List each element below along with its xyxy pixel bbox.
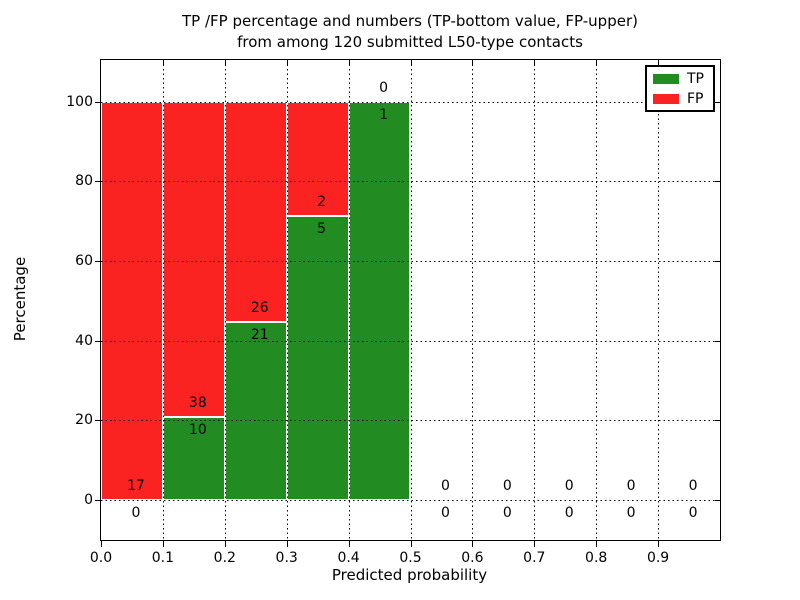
x-tick-label: 0.3 — [275, 550, 298, 566]
legend-swatch-fp-icon — [653, 93, 679, 104]
x-tick-mark-top — [348, 60, 350, 66]
y-tick-mark — [95, 500, 101, 502]
x-tick-mark — [472, 541, 474, 547]
x-gridline — [348, 60, 350, 540]
x-tick-mark — [348, 541, 350, 547]
annotation-tp-count: 0 — [502, 505, 512, 522]
y-tick-label: 0 — [84, 492, 93, 509]
x-tick-label: 0.8 — [585, 550, 608, 566]
chart-title-line2: from among 120 submitted L50-type contac… — [237, 33, 583, 51]
x-tick-mark-top — [658, 60, 660, 66]
bar-segment-fp — [162, 101, 225, 418]
annotation-fp-count: 0 — [626, 478, 636, 495]
annotation-tp-count: 21 — [250, 327, 269, 344]
annotation-fp-count: 0 — [564, 478, 574, 495]
annotation-tp-count: 1 — [379, 106, 389, 123]
x-gridline — [286, 60, 288, 540]
y-tick-mark-right — [715, 420, 721, 422]
legend-entry-tp: TP — [653, 70, 707, 87]
annotation-tp-count: 0 — [626, 505, 636, 522]
annotation-tp-count: 0 — [440, 505, 450, 522]
bar-segment-fp — [286, 101, 349, 216]
legend-entry-fp: FP — [653, 90, 707, 107]
x-tick-mark — [286, 541, 288, 547]
y-tick-mark-right — [715, 101, 721, 103]
bar-segment-tp — [224, 322, 287, 501]
x-tick-mark-top — [162, 60, 164, 66]
chart-title-line1: TP /FP percentage and numbers (TP-bottom… — [182, 12, 638, 30]
y-tick-mark — [95, 101, 101, 103]
y-tick-mark-right — [715, 181, 721, 183]
x-tick-mark-top — [534, 60, 536, 66]
annotation-fp-count: 0 — [502, 478, 512, 495]
y-tick-label: 80 — [75, 173, 93, 190]
x-tick-mark-top — [224, 60, 226, 66]
legend: TP FP — [645, 65, 715, 112]
x-tick-label: 0.4 — [337, 550, 360, 566]
bar-segment-fp — [224, 101, 287, 323]
annotation-fp-count: 2 — [317, 193, 327, 210]
x-gridline — [596, 60, 598, 540]
x-tick-label: 0.9 — [646, 550, 670, 566]
x-tick-mark-top — [410, 60, 412, 66]
x-axis-label: Predicted probability — [331, 566, 488, 584]
plot-area: 17 0 38 10 26 21 2 5 0 1 0 0 0 0 0 0 0 0 0 0 0 20 40 60 80 100 0.0… — [66, 59, 721, 566]
y-tick-mark-right — [715, 261, 721, 263]
x-tick-mark — [534, 541, 536, 547]
annotation-tp-count: 10 — [188, 422, 207, 439]
y-tick-mark — [95, 261, 101, 263]
x-tick-mark-top — [472, 60, 474, 66]
y-tick-mark-right — [715, 340, 721, 342]
annotation-tp-count: 5 — [317, 220, 327, 237]
x-tick-label: 0.6 — [461, 550, 484, 566]
x-tick-label: 0.7 — [523, 550, 546, 566]
x-tick-label: 0.0 — [89, 550, 113, 566]
bar-segment-fp — [101, 101, 163, 501]
legend-label-fp: FP — [687, 90, 704, 107]
y-tick-mark — [95, 181, 101, 183]
y-tick-mark — [95, 420, 101, 422]
x-gridline — [472, 60, 474, 540]
x-tick-label: 0.2 — [213, 550, 236, 566]
x-gridline — [534, 60, 536, 540]
y-tick-label: 100 — [66, 93, 93, 110]
x-tick-mark — [410, 541, 412, 547]
x-tick-label: 0.1 — [151, 550, 175, 566]
bar-segment-tp — [348, 101, 411, 501]
x-gridline — [224, 60, 226, 540]
annotation-fp-count: 17 — [127, 478, 145, 495]
x-tick-mark — [224, 541, 226, 547]
annotation-fp-count: 0 — [688, 478, 698, 495]
y-tick-label: 60 — [75, 253, 93, 270]
annotation-fp-count: 0 — [440, 478, 450, 495]
x-gridline — [162, 60, 164, 540]
x-tick-mark-top — [286, 60, 288, 66]
chart-title: TP /FP percentage and numbers (TP-bottom… — [100, 11, 720, 53]
x-tick-mark — [162, 541, 164, 547]
annotation-tp-count: 0 — [564, 505, 574, 522]
x-tick-mark-top — [596, 60, 598, 66]
y-tick-label: 20 — [75, 412, 93, 429]
annotation-fp-count: 38 — [188, 395, 207, 412]
x-tick-mark — [596, 541, 598, 547]
legend-label-tp: TP — [687, 70, 704, 87]
x-tick-label: 0.5 — [399, 550, 422, 566]
y-tick-label: 40 — [75, 332, 93, 349]
bar-segment-tp — [286, 215, 349, 501]
annotation-tp-count: 0 — [131, 505, 141, 522]
y-tick-mark-right — [715, 500, 721, 502]
annotation-fp-count: 26 — [250, 300, 269, 317]
annotation-tp-count: 0 — [688, 505, 698, 522]
y-tick-mark — [95, 340, 101, 342]
x-gridline — [410, 60, 412, 540]
x-tick-mark — [658, 541, 660, 547]
annotation-fp-count: 0 — [379, 79, 389, 96]
x-gridline — [658, 60, 660, 540]
legend-swatch-tp-icon — [653, 73, 679, 84]
x-tick-mark — [101, 541, 102, 547]
